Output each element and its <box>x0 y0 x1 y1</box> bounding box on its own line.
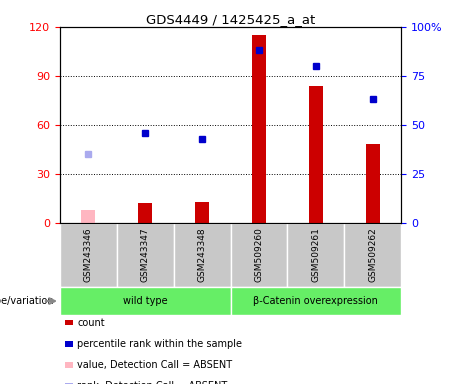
Text: GSM243348: GSM243348 <box>198 228 207 282</box>
Text: GSM509261: GSM509261 <box>311 228 320 282</box>
Bar <box>195 202 209 223</box>
Bar <box>230 287 401 315</box>
Text: wild type: wild type <box>123 296 167 306</box>
Text: GSM243347: GSM243347 <box>141 228 150 282</box>
Bar <box>81 210 95 223</box>
Bar <box>309 86 323 223</box>
Bar <box>252 35 266 223</box>
Text: rank, Detection Call = ABSENT: rank, Detection Call = ABSENT <box>77 381 228 384</box>
Text: GSM509260: GSM509260 <box>254 228 263 282</box>
Text: percentile rank within the sample: percentile rank within the sample <box>77 339 242 349</box>
Text: GSM243346: GSM243346 <box>84 228 93 282</box>
Bar <box>230 223 287 287</box>
Title: GDS4449 / 1425425_a_at: GDS4449 / 1425425_a_at <box>146 13 315 26</box>
Bar <box>60 287 230 315</box>
Bar <box>344 223 401 287</box>
Bar <box>60 223 117 287</box>
Text: β-Catenin overexpression: β-Catenin overexpression <box>254 296 378 306</box>
Text: value, Detection Call = ABSENT: value, Detection Call = ABSENT <box>77 360 233 370</box>
Text: genotype/variation: genotype/variation <box>0 296 60 306</box>
Text: count: count <box>77 318 105 328</box>
Bar <box>174 223 230 287</box>
Bar <box>138 203 152 223</box>
Text: GSM509262: GSM509262 <box>368 228 377 282</box>
Bar <box>366 144 380 223</box>
Bar <box>287 223 344 287</box>
Bar <box>117 223 174 287</box>
